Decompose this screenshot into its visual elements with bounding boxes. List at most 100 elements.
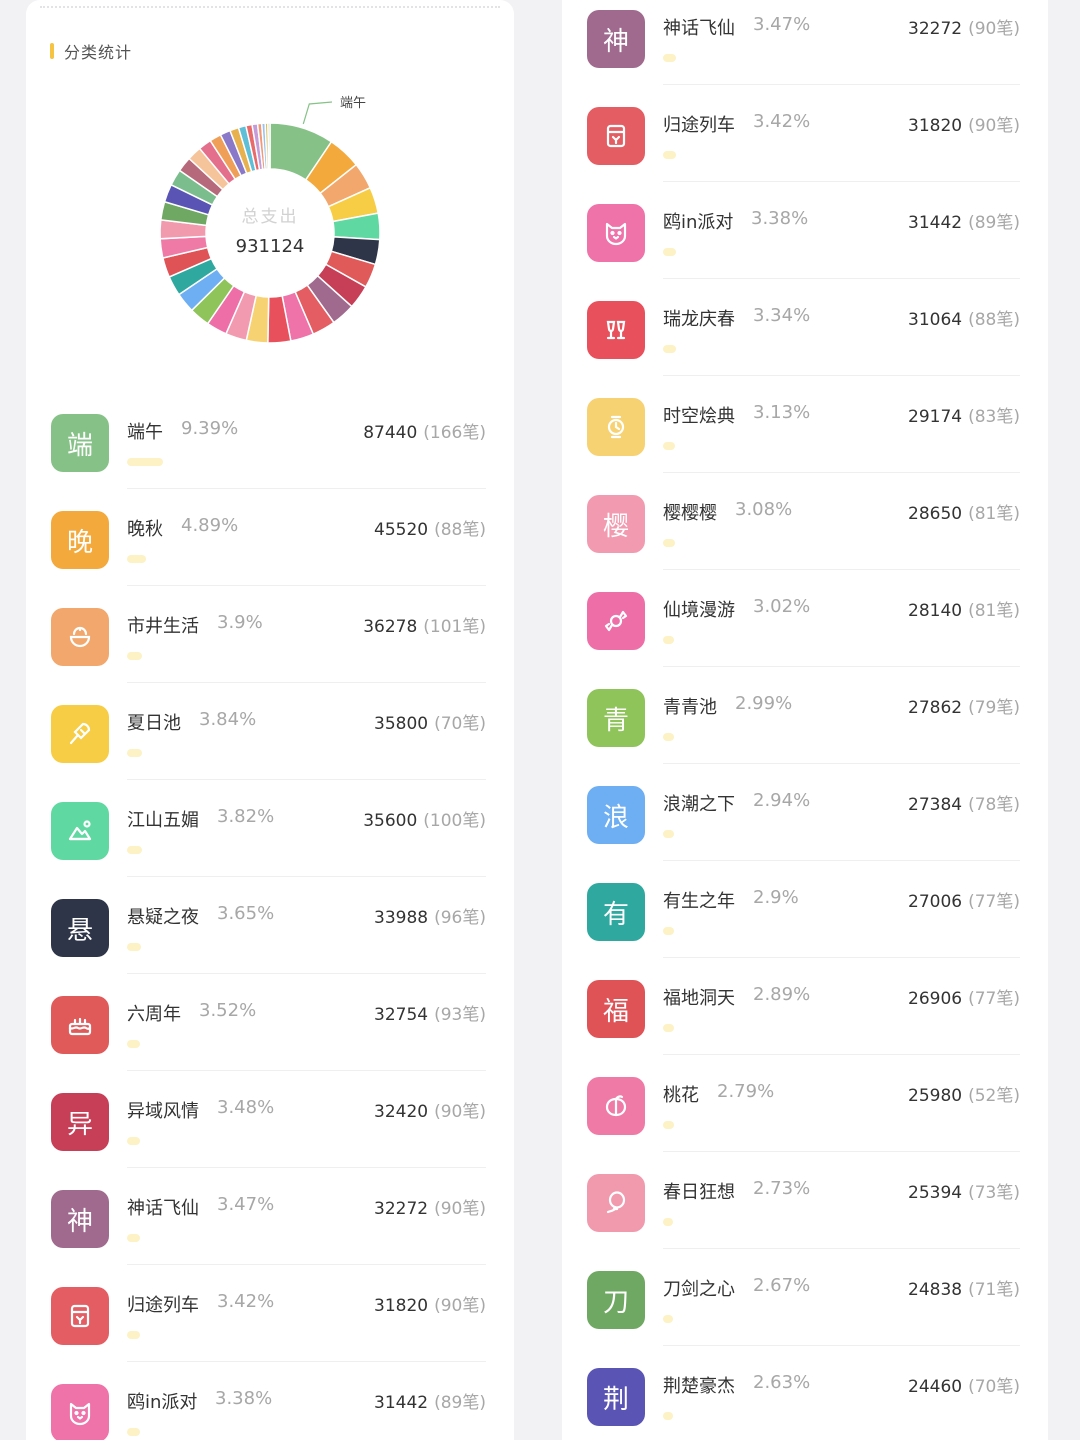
category-percent: 3.08%	[735, 499, 793, 520]
category-percent: 2.9%	[753, 887, 799, 908]
category-icon: 刀	[587, 1271, 645, 1329]
category-row[interactable]: 异异域风情 3.48% 32420 (90笔)	[26, 1071, 514, 1168]
category-row[interactable]: 樱樱樱樱 3.08% 28650 (81笔)	[562, 473, 1048, 570]
row-divider	[127, 1070, 486, 1071]
category-count: (78笔)	[968, 795, 1020, 815]
row-divider	[127, 1264, 486, 1265]
category-row[interactable]: 端端午 9.39% 87440 (166笔)	[26, 392, 514, 489]
category-progress-fill	[663, 927, 675, 935]
category-progress-fill	[127, 1234, 141, 1242]
category-progress-fill	[663, 1218, 674, 1226]
category-percent: 3.65%	[217, 903, 275, 924]
row-divider	[663, 84, 1020, 85]
category-percent: 2.67%	[753, 1275, 811, 1296]
category-row[interactable]: 归途列车 3.42% 31820 (90笔)	[26, 1265, 514, 1362]
category-name: 有生之年	[663, 891, 735, 912]
category-name: 鸥in派对	[663, 212, 734, 233]
category-amount: 35600	[363, 811, 418, 831]
category-amount-group: 31820 (90笔)	[908, 111, 1020, 136]
category-row[interactable]: 青青青池 2.99% 27862 (79笔)	[562, 667, 1048, 764]
category-row[interactable]: 鸥in派对 3.38% 31442 (89笔)	[562, 182, 1048, 279]
category-row[interactable]: 仙境漫游 3.02% 28140 (81笔)	[562, 570, 1048, 667]
category-count: (81笔)	[968, 504, 1020, 524]
category-row[interactable]: 神神话飞仙 3.47% 32272 (90笔)	[26, 1168, 514, 1265]
category-count: (89笔)	[434, 1393, 486, 1413]
category-percent: 2.94%	[753, 790, 811, 811]
category-progress-track	[127, 749, 485, 757]
watch-icon	[587, 398, 645, 456]
category-row[interactable]: 浪浪潮之下 2.94% 27384 (78笔)	[562, 764, 1048, 861]
category-count: (71笔)	[968, 1280, 1020, 1300]
category-count: (70笔)	[968, 1377, 1020, 1397]
category-amount: 27384	[908, 795, 963, 815]
landscape-icon	[51, 802, 109, 860]
category-row[interactable]: 市井生活 3.9% 36278 (101笔)	[26, 586, 514, 683]
category-icon: 端	[51, 414, 109, 472]
category-row[interactable]: 夏日池 3.84% 35800 (70笔)	[26, 683, 514, 780]
category-name: 樱樱樱	[663, 503, 717, 524]
category-row[interactable]: 刀刀剑之心 2.67% 24838 (71笔)	[562, 1249, 1048, 1346]
wallet-icon	[587, 107, 645, 165]
category-icon: 青	[587, 689, 645, 747]
row-divider	[663, 1054, 1020, 1055]
category-row[interactable]: 有有生之年 2.9% 27006 (77笔)	[562, 861, 1048, 958]
category-icon: 神	[587, 10, 645, 68]
category-name: 桃花	[663, 1085, 699, 1106]
category-amount-group: 33988 (96笔)	[374, 903, 486, 928]
category-percent: 3.47%	[753, 14, 811, 35]
cheers-icon	[587, 301, 645, 359]
category-row[interactable]: 瑞龙庆春 3.34% 31064 (88笔)	[562, 279, 1048, 376]
category-count: (101笔)	[423, 617, 486, 637]
category-progress-fill	[663, 442, 675, 450]
category-percent: 3.42%	[217, 1291, 275, 1312]
category-percent: 2.79%	[717, 1081, 775, 1102]
row-divider	[663, 1248, 1020, 1249]
row-divider	[127, 779, 486, 780]
category-name: 时空烩典	[663, 406, 735, 427]
category-name: 市井生活	[127, 616, 199, 637]
donut-svg	[159, 101, 381, 344]
category-percent: 3.47%	[217, 1194, 275, 1215]
category-row[interactable]: 神神话飞仙 3.47% 32272 (90笔)	[562, 0, 1048, 85]
category-amount-group: 24838 (71笔)	[908, 1275, 1020, 1300]
donut-chart[interactable]: 端午 总支出 931124	[26, 80, 514, 380]
category-amount-group: 26906 (77笔)	[908, 984, 1020, 1009]
category-row[interactable]: 江山五媚 3.82% 35600 (100笔)	[26, 780, 514, 877]
category-percent: 3.38%	[751, 208, 809, 229]
category-progress-track	[127, 458, 485, 466]
category-count: (83笔)	[968, 407, 1020, 427]
category-stats-panel-left: 分类统计 端午 总支出 931124 端端午 9.39% 87440 (166笔) 晚晚…	[26, 0, 514, 1440]
cake-icon	[51, 996, 109, 1054]
category-amount-group: 45520 (88笔)	[374, 515, 486, 540]
category-row[interactable]: 春日狂想 2.73% 25394 (73笔)	[562, 1152, 1048, 1249]
peach-icon	[587, 1077, 645, 1135]
category-row[interactable]: 归途列车 3.42% 31820 (90笔)	[562, 85, 1048, 182]
category-row[interactable]: 鸥in派对 3.38% 31442 (89笔)	[26, 1362, 514, 1440]
category-progress-fill	[663, 1315, 674, 1323]
category-row[interactable]: 福福地洞天 2.89% 26906 (77笔)	[562, 958, 1048, 1055]
donut-slice[interactable]	[267, 122, 271, 170]
section-header: 分类统计	[50, 40, 132, 62]
category-name: 归途列车	[127, 1295, 199, 1316]
category-percent: 2.63%	[753, 1372, 811, 1393]
category-amount: 31820	[908, 116, 963, 136]
category-amount: 33988	[374, 908, 429, 928]
category-percent: 3.82%	[217, 806, 275, 827]
category-percent: 9.39%	[181, 418, 239, 439]
category-amount: 28140	[908, 601, 963, 621]
category-icon: 悬	[51, 899, 109, 957]
category-row[interactable]: 悬悬疑之夜 3.65% 33988 (96笔)	[26, 877, 514, 974]
category-amount: 31442	[374, 1393, 429, 1413]
category-row[interactable]: 荆荆楚豪杰 2.63% 24460 (70笔)	[562, 1346, 1048, 1440]
category-progress-track	[127, 846, 485, 854]
category-amount-group: 24460 (70笔)	[908, 1372, 1020, 1397]
category-name: 青青池	[663, 697, 717, 718]
row-divider	[663, 375, 1020, 376]
category-row[interactable]: 晚晚秋 4.89% 45520 (88笔)	[26, 489, 514, 586]
category-row[interactable]: 时空烩典 3.13% 29174 (83笔)	[562, 376, 1048, 473]
category-amount: 31064	[908, 310, 963, 330]
row-divider	[127, 973, 486, 974]
category-row[interactable]: 六周年 3.52% 32754 (93笔)	[26, 974, 514, 1071]
category-row[interactable]: 桃花 2.79% 25980 (52笔)	[562, 1055, 1048, 1152]
category-amount-group: 32754 (93笔)	[374, 1000, 486, 1025]
